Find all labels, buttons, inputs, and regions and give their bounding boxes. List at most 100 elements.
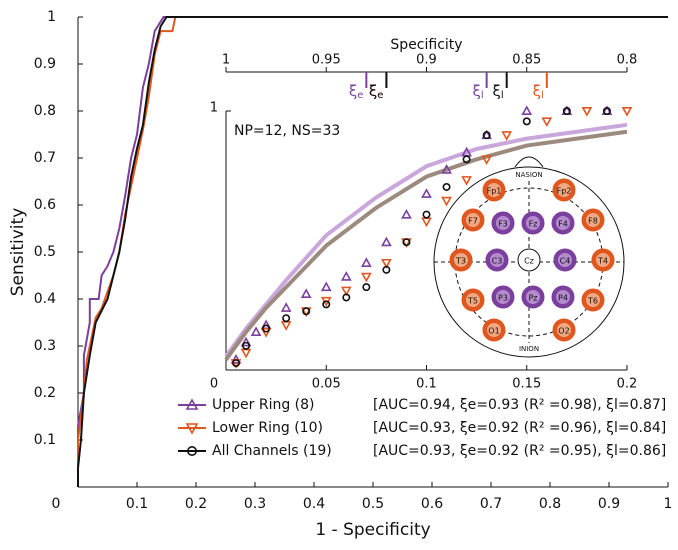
marker xyxy=(242,341,251,350)
y-tick-label: 0.4 xyxy=(34,291,56,307)
roc-curve xyxy=(77,16,668,487)
marker xyxy=(501,131,513,141)
electrode-center xyxy=(490,253,504,267)
marker xyxy=(481,155,493,165)
marker xyxy=(260,328,272,338)
electrode-label: T5 xyxy=(467,297,478,306)
electrode-label: P4 xyxy=(558,294,568,303)
threshold-subscript: e xyxy=(357,90,363,101)
fit-curve xyxy=(224,129,628,361)
marker xyxy=(441,164,452,174)
electrode-center xyxy=(526,290,540,304)
marker xyxy=(340,286,352,297)
inset-x-tick-label: 0.05 xyxy=(312,377,341,392)
electrode-label: Pz xyxy=(528,294,537,303)
electrode-center xyxy=(558,253,572,267)
legend-stats: [AUC=0.93, ξe=0.92 (R² =0.95), ξl=0.86] xyxy=(373,443,666,459)
electrode-center xyxy=(454,253,468,267)
threshold-label: ξl xyxy=(533,82,544,102)
inion-label: INION xyxy=(519,345,539,353)
marker xyxy=(342,293,351,302)
marker xyxy=(541,117,553,128)
marker xyxy=(602,107,611,116)
y-tick-label: 0.1 xyxy=(34,432,56,448)
y-axis-label: Sensitivity xyxy=(8,208,28,297)
y-tick-label: 0.6 xyxy=(34,197,56,213)
x-tick-label: 0.3 xyxy=(244,496,266,512)
threshold-subscript: l xyxy=(481,90,484,101)
marker xyxy=(360,272,372,283)
x2-tick-label: 0.8 xyxy=(617,53,638,68)
marker xyxy=(381,236,392,247)
marker xyxy=(422,210,431,219)
marker xyxy=(300,288,312,299)
marker xyxy=(562,107,571,116)
x-tick-label: 1 xyxy=(664,496,673,512)
y-tick-label: 0.7 xyxy=(34,150,56,166)
electrode-label: F8 xyxy=(588,217,598,226)
electrode-center xyxy=(496,290,510,304)
inset-annotation: NP=12, NS=33 xyxy=(234,123,340,139)
marker xyxy=(421,188,432,198)
electrode-center xyxy=(586,293,600,307)
marker xyxy=(340,271,352,281)
legend-stats: [AUC=0.93, ξe=0.92 (R² =0.96), ξl=0.84] xyxy=(373,420,666,436)
electrode-center xyxy=(586,213,600,227)
threshold-symbol: ξ xyxy=(369,82,377,100)
fit-curve xyxy=(224,122,628,358)
x-tick-label: 0.1 xyxy=(126,496,148,512)
y-tick-label: 0.5 xyxy=(34,244,56,260)
threshold-symbol: ξ xyxy=(493,82,501,100)
inset-x-tick-label: 0.15 xyxy=(512,377,541,392)
x2-tick-label: 0.95 xyxy=(312,53,341,68)
x-tick-label: 0.6 xyxy=(421,496,443,512)
marker xyxy=(282,314,291,323)
electrode-center xyxy=(526,216,540,230)
electrode-label: T3 xyxy=(455,257,466,266)
electrode-label: T4 xyxy=(597,257,608,266)
marker xyxy=(262,324,271,333)
electrode-center xyxy=(596,253,610,267)
marker xyxy=(441,196,452,207)
legend-label: Upper Ring (8) xyxy=(212,397,315,413)
marker xyxy=(382,265,391,274)
x-tick-label: 0.8 xyxy=(539,496,561,512)
electrode-label: Fz xyxy=(529,220,538,229)
marker xyxy=(185,423,199,435)
x2-axis-label: Specificity xyxy=(390,37,462,53)
x-tick-label: 0.9 xyxy=(598,496,620,512)
marker xyxy=(362,283,371,292)
threshold-subscript: l xyxy=(501,90,504,101)
electrode-label: F3 xyxy=(498,220,508,229)
marker xyxy=(381,258,392,269)
electrode-center xyxy=(556,290,570,304)
threshold-label: ξe xyxy=(349,82,364,102)
electrode xyxy=(517,248,541,272)
threshold-subscript: l xyxy=(541,90,544,101)
inset-x-tick-label: 0 xyxy=(210,377,218,392)
threshold-subscript: e xyxy=(377,90,383,101)
nasion-label: NASION xyxy=(515,171,542,179)
x2-tick-label: 0.9 xyxy=(416,53,437,68)
y-tick-label: 1 xyxy=(47,9,56,25)
electrode-label: Fp1 xyxy=(487,187,502,196)
inset-y-tick-label: 1 xyxy=(210,101,218,116)
inset-x-tick-label: 0.1 xyxy=(416,377,437,392)
electrode-center xyxy=(466,213,480,227)
head-nose xyxy=(514,156,544,168)
legend-label: All Channels (19) xyxy=(212,443,332,459)
marker xyxy=(581,107,593,117)
electrode-label: O1 xyxy=(488,327,499,336)
threshold-subscript: e xyxy=(377,90,383,101)
marker xyxy=(250,326,262,337)
x-tick-label: 0.7 xyxy=(480,496,502,512)
y-tick-label: 0.9 xyxy=(34,56,56,72)
electrode-label: C4 xyxy=(560,257,571,266)
marker xyxy=(522,117,531,126)
marker xyxy=(360,257,372,267)
electrode-label: O2 xyxy=(558,327,569,336)
marker xyxy=(322,300,331,309)
threshold-label: ξe xyxy=(369,82,384,102)
marker xyxy=(280,302,292,312)
